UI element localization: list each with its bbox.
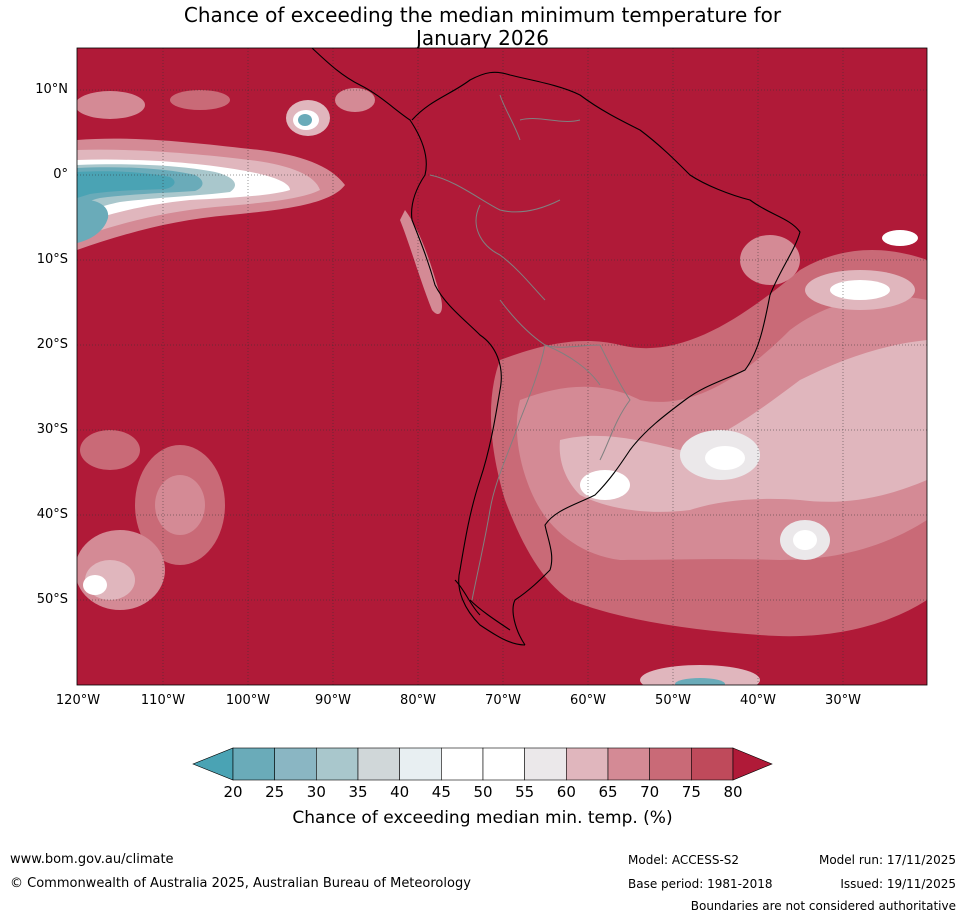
- colorbar-tick-label: 75: [681, 783, 701, 801]
- lon-label: 70°W: [485, 693, 521, 708]
- lat-label: 10°N: [35, 82, 68, 97]
- graticule: [77, 48, 927, 685]
- lon-label: 90°W: [315, 693, 351, 708]
- colorbar-swatch: [691, 747, 734, 781]
- lon-label: 50°W: [655, 693, 691, 708]
- lon-label: 80°W: [400, 693, 436, 708]
- lat-label: 50°S: [36, 592, 68, 607]
- lon-label: 120°W: [55, 693, 101, 708]
- colorbar-swatch: [232, 747, 275, 781]
- issued-date: Issued: 19/11/2025: [840, 877, 956, 891]
- colorbar-tick-label: 60: [556, 783, 576, 801]
- colorbar-label: Chance of exceeding median min. temp. (%…: [292, 808, 673, 828]
- lat-label: 20°S: [36, 337, 68, 352]
- coastline: [311, 48, 801, 646]
- colorbar-swatch: [524, 747, 567, 781]
- colorbar-tick-label: 65: [598, 783, 618, 801]
- colorbar-swatch: [607, 747, 650, 781]
- colorbar-swatch: [441, 747, 484, 781]
- colorbar-extend-low: [192, 747, 234, 781]
- colorbar-tick-label: 30: [306, 783, 326, 801]
- lon-label: 60°W: [570, 693, 606, 708]
- colorbar-tick-label: 20: [223, 783, 243, 801]
- lat-label: 10°S: [36, 252, 68, 267]
- colorbar-swatch: [399, 747, 442, 781]
- colorbar-tick-label: 80: [723, 783, 743, 801]
- lat-label: 40°S: [36, 507, 68, 522]
- probability-field: [77, 88, 927, 685]
- colorbar-swatch: [274, 747, 317, 781]
- lat-label: 30°S: [36, 422, 68, 437]
- colorbar-tick-label: 70: [640, 783, 660, 801]
- country-borders: [429, 94, 631, 601]
- copyright-text: © Commonwealth of Australia 2025, Austra…: [10, 876, 471, 891]
- map-title: Chance of exceeding the median minimum t…: [0, 4, 965, 50]
- colorbar-tick-label: 40: [390, 783, 410, 801]
- title-line-1: Chance of exceeding the median minimum t…: [183, 3, 782, 27]
- lat-label: 0°: [53, 167, 68, 182]
- model-name: Model: ACCESS-S2: [628, 853, 740, 867]
- colorbar-tick-label: 45: [431, 783, 451, 801]
- lon-label: 100°W: [225, 693, 271, 708]
- colorbar-swatch: [482, 747, 525, 781]
- lon-label: 110°W: [140, 693, 186, 708]
- colorbar-swatch: [566, 747, 609, 781]
- colorbar-swatch: [316, 747, 359, 781]
- colorbar-tick-label: 25: [265, 783, 285, 801]
- base-period: Base period: 1981-2018: [628, 877, 773, 891]
- website-link[interactable]: www.bom.gov.au/climate: [10, 852, 174, 867]
- colorbar-tick-label: 35: [348, 783, 368, 801]
- title-line-2: January 2026: [415, 26, 550, 50]
- colorbar-swatch: [649, 747, 692, 781]
- lon-label: 40°W: [740, 693, 776, 708]
- colorbar-extend-high: [732, 747, 773, 781]
- lon-label: 30°W: [825, 693, 861, 708]
- colorbar-tick-label: 55: [515, 783, 535, 801]
- colorbar-swatch: [357, 747, 400, 781]
- colorbar-tick-label: 50: [473, 783, 493, 801]
- boundaries-note: Boundaries are not considered authoritat…: [690, 899, 956, 913]
- colorbar: [192, 747, 773, 781]
- model-run-date: Model run: 17/11/2025: [818, 853, 956, 867]
